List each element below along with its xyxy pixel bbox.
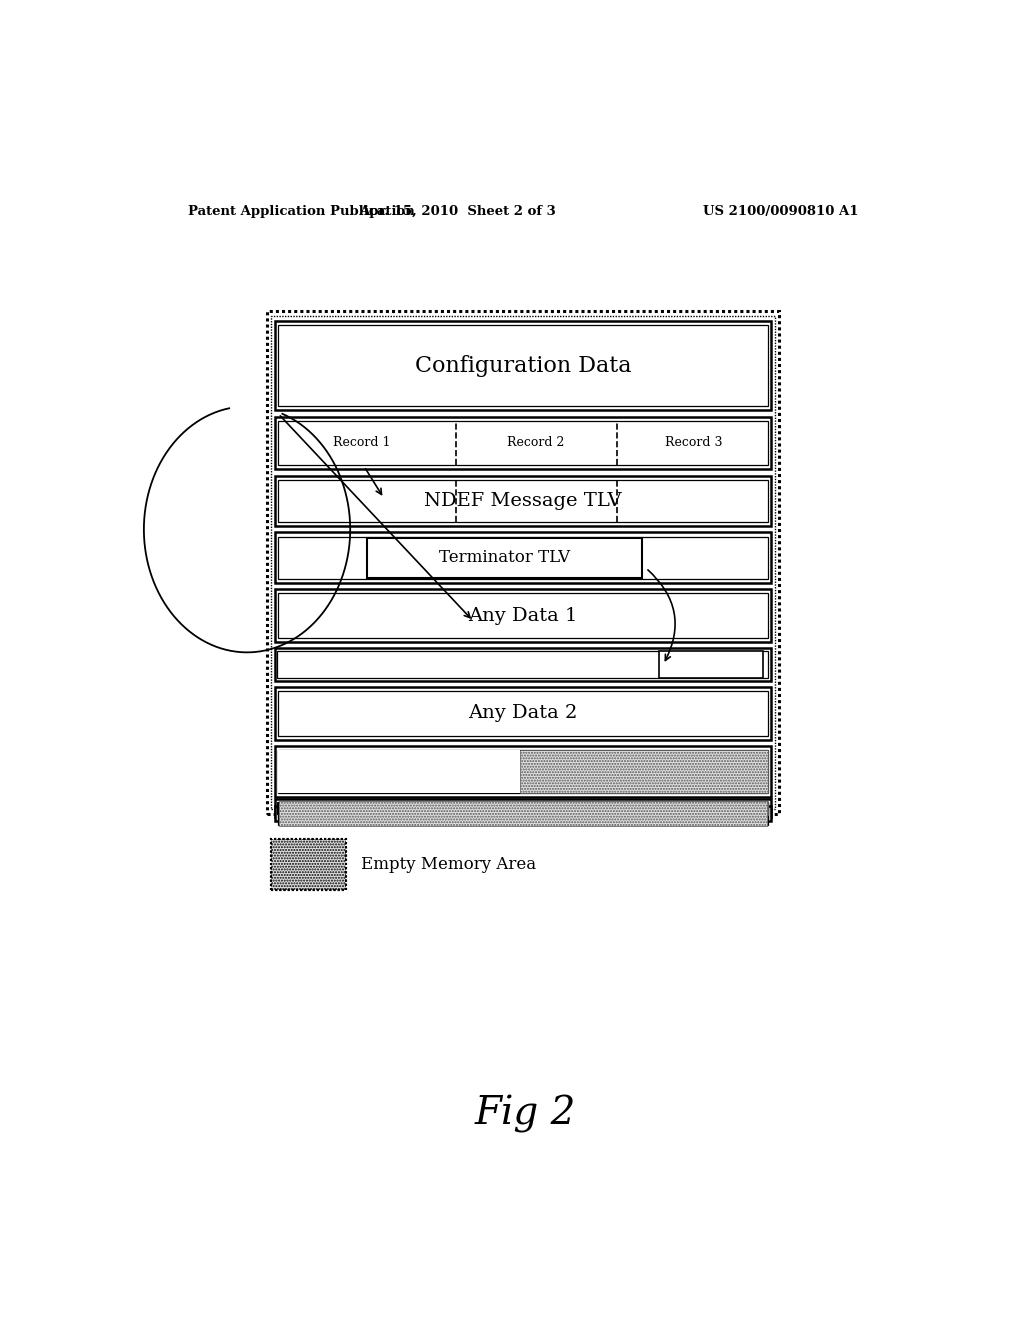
Text: Record 3: Record 3 [666, 437, 723, 450]
Bar [520, 801, 768, 814]
Text: Record 2: Record 2 [507, 437, 564, 450]
Text: Fig 2: Fig 2 [474, 1094, 575, 1133]
Bar [278, 594, 768, 638]
Bar [267, 312, 778, 814]
Text: Any Data 2: Any Data 2 [468, 705, 578, 722]
Bar [274, 475, 771, 527]
Bar [367, 537, 642, 578]
Text: US 2100/0090810 A1: US 2100/0090810 A1 [702, 205, 858, 218]
Bar [270, 315, 775, 809]
Bar [278, 801, 768, 814]
Bar [278, 325, 768, 407]
Bar [520, 750, 768, 792]
Text: Empty Memory Area: Empty Memory Area [360, 857, 536, 874]
Bar [274, 799, 771, 817]
Bar [274, 648, 771, 681]
Bar [279, 801, 767, 826]
Bar [274, 532, 771, 583]
Bar [278, 750, 768, 792]
Bar [274, 746, 771, 797]
Bar [274, 686, 771, 739]
Text: Any Data 1: Any Data 1 [468, 607, 578, 624]
Text: NDEF Message TLV: NDEF Message TLV [424, 492, 622, 510]
Bar [270, 840, 346, 890]
Bar [274, 417, 771, 470]
Bar [274, 321, 771, 411]
Text: Record 1: Record 1 [333, 437, 390, 450]
Text: Patent Application Publication: Patent Application Publication [187, 205, 415, 218]
Bar [278, 690, 768, 735]
Bar [278, 651, 768, 677]
Bar [274, 589, 771, 643]
Bar [278, 479, 768, 523]
Text: Apr. 15, 2010  Sheet 2 of 3: Apr. 15, 2010 Sheet 2 of 3 [359, 205, 556, 218]
Bar [659, 651, 763, 677]
Bar [270, 840, 346, 890]
Text: Configuration Data: Configuration Data [415, 355, 631, 376]
Bar [278, 750, 520, 792]
Bar [278, 801, 768, 825]
Text: Terminator TLV: Terminator TLV [438, 549, 569, 566]
Bar [278, 536, 768, 579]
Bar [278, 421, 768, 466]
Bar [274, 805, 771, 821]
